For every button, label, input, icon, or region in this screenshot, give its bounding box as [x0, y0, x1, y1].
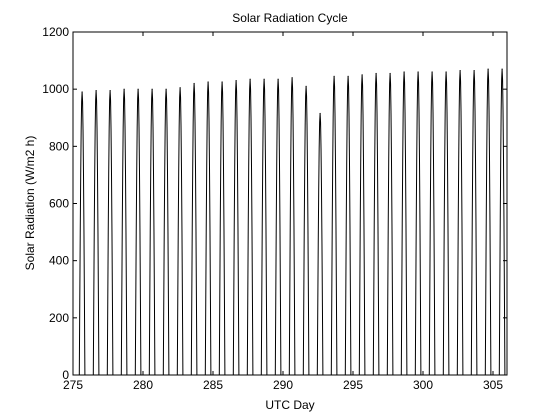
daily-peak-point: [333, 75, 335, 77]
x-tick-label: 295: [343, 378, 363, 392]
daily-peak-point: [193, 82, 195, 85]
daily-peak-point: [109, 89, 111, 92]
series-layer: [73, 68, 506, 376]
daily-peak-point: [95, 89, 97, 92]
x-tick-label: 285: [203, 378, 223, 392]
daily-peak-point: [165, 88, 167, 90]
y-axis-label: Solar Radiation (W/m2 h): [23, 136, 37, 271]
daily-peak-point: [277, 78, 279, 80]
chart-title: Solar Radiation Cycle: [232, 11, 348, 25]
y-tick-label: 200: [49, 311, 69, 325]
y-tick-label: 800: [49, 139, 69, 153]
daily-peak-point: [347, 75, 349, 77]
x-tick-label: 290: [273, 378, 293, 392]
x-tick-label: 275: [63, 378, 83, 392]
daily-peak-point: [319, 112, 321, 115]
x-tick-label: 300: [413, 378, 433, 392]
daily-peak-point: [263, 78, 265, 80]
daily-peak-point: [417, 71, 419, 73]
daily-peak-point: [207, 81, 209, 83]
daily-peak-point: [235, 79, 237, 82]
y-tick-label: 0: [62, 368, 69, 382]
y-tick-label: 1200: [42, 25, 69, 39]
solar-radiation-series-line: [73, 69, 506, 376]
x-tick-label: 280: [133, 378, 153, 392]
daily-peak-point: [487, 68, 489, 70]
axis-ticks: 275 280 285 290 295 300 305 0 200 400 600 800 1000 12…: [42, 25, 507, 392]
daily-peak-point: [179, 87, 181, 89]
daily-peak-point: [501, 68, 503, 70]
daily-peak-point: [361, 74, 363, 76]
daily-peak-point: [403, 71, 405, 73]
daily-peak-point: [137, 88, 139, 90]
x-tick-label: 305: [483, 378, 503, 392]
daily-peak-point: [123, 88, 125, 90]
x-axis-label: UTC Day: [265, 398, 314, 412]
daily-peak-point: [375, 72, 377, 75]
daily-peak-point: [431, 71, 433, 73]
y-tick-label: 400: [49, 254, 69, 268]
daily-peak-point: [305, 85, 307, 87]
y-tick-label: 1000: [42, 82, 69, 96]
daily-peak-point: [221, 81, 223, 83]
daily-peak-point: [473, 69, 475, 72]
daily-peak-point: [389, 72, 391, 75]
daily-peak-point: [459, 69, 461, 72]
daily-peak-point: [445, 71, 447, 73]
daily-peak-point: [151, 88, 153, 90]
daily-peak-point: [291, 77, 293, 79]
daily-peak-point: [249, 78, 251, 80]
daily-peak-point: [81, 91, 83, 93]
y-tick-label: 600: [49, 197, 69, 211]
